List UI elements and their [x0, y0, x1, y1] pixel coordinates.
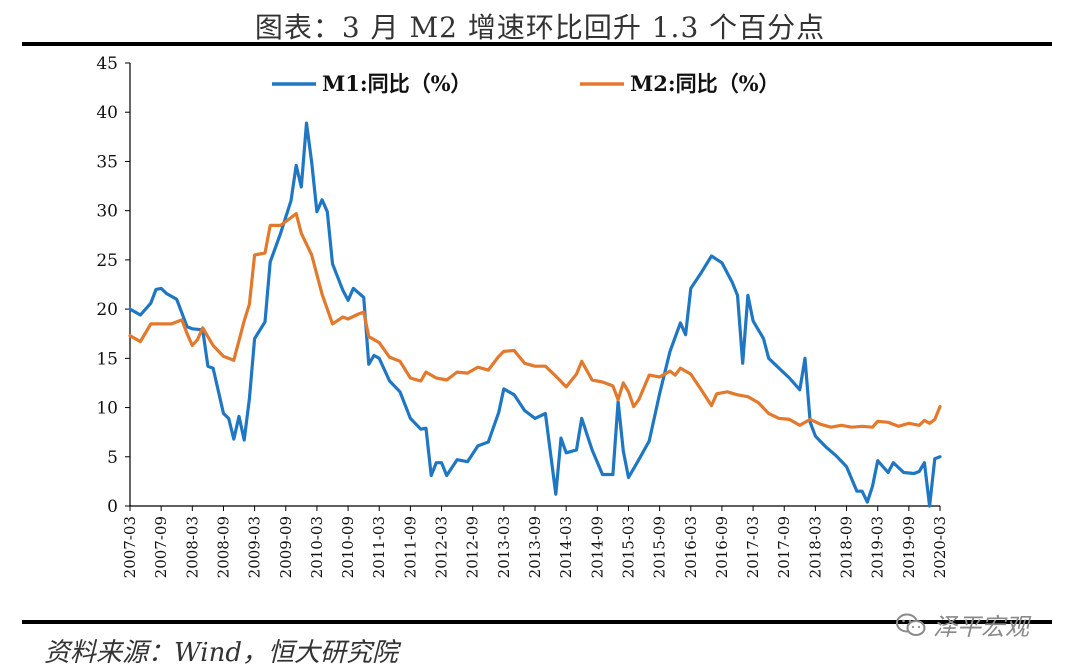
y-tick-label: 45 — [96, 54, 118, 74]
x-tick-label: 2010-03 — [308, 516, 326, 578]
x-tick-label: 2018-03 — [806, 516, 824, 578]
source-note: 资料来源：Wind，恒大研究院 — [44, 638, 398, 668]
series-line-m1 — [128, 121, 942, 508]
x-tick-label: 2012-09 — [464, 516, 482, 578]
legend-label: M1:同比（%） — [322, 71, 472, 96]
y-tick-label: 30 — [96, 202, 118, 222]
x-tick-label: 2008-03 — [183, 516, 201, 578]
x-tick-label: 2018-09 — [838, 516, 856, 578]
x-tick-label: 2017-03 — [744, 516, 762, 578]
x-tick-label: 2017-09 — [775, 516, 793, 578]
x-tick-label: 2009-09 — [277, 516, 295, 578]
wechat-bubbles-icon — [896, 613, 926, 636]
series-line-m2 — [128, 212, 942, 429]
line-chart: 0 5 10 15 20 25 30 35 40 45 2007-03 2007-09 2008-03 2… — [96, 54, 949, 578]
y-tick-label: 40 — [96, 103, 118, 123]
y-tick-label: 25 — [96, 251, 118, 271]
x-tick-label: 2010-09 — [339, 516, 357, 578]
x-tick-label: 2013-09 — [526, 516, 544, 578]
x-tick-label: 2009-03 — [246, 516, 264, 578]
x-tick-label: 2015-09 — [651, 516, 669, 578]
y-tick-label: 15 — [96, 349, 118, 369]
x-tick-label: 2019-09 — [900, 516, 918, 578]
legend-label: M2:同比（%） — [630, 71, 780, 96]
x-tick-label: 2007-09 — [152, 516, 170, 578]
x-tick-label: 2014-09 — [588, 516, 606, 578]
x-tick-label: 2011-09 — [401, 516, 419, 578]
y-tick-label: 5 — [107, 448, 118, 468]
x-tick-label: 2013-03 — [495, 516, 513, 578]
watermark: 泽平宏观 — [895, 607, 1029, 642]
y-tick-label: 10 — [96, 399, 118, 419]
x-tick-label: 2016-03 — [682, 516, 700, 578]
y-tick-label: 35 — [96, 152, 118, 172]
x-tick-label: 2019-03 — [869, 516, 887, 578]
x-tick-label: 2016-09 — [713, 516, 731, 578]
x-tick-label: 2008-09 — [214, 516, 232, 578]
page-title: 图表：3 月 M2 增速环比回升 1.3 个百分点 — [254, 11, 826, 44]
watermark-label: 泽平宏观 — [933, 613, 1029, 641]
x-tick-label: 2014-03 — [557, 516, 575, 578]
x-tick-label: 2011-03 — [370, 516, 388, 578]
x-tick-label: 2012-03 — [433, 516, 451, 578]
x-tick-label: 2015-03 — [619, 516, 637, 578]
bottom-divider — [22, 620, 1052, 624]
top-divider — [22, 42, 1052, 46]
x-tick-label: 2020-03 — [931, 516, 949, 578]
x-tick-label: 2007-03 — [121, 516, 139, 578]
y-tick-label: 20 — [96, 300, 118, 320]
y-tick-label: 0 — [107, 497, 118, 517]
